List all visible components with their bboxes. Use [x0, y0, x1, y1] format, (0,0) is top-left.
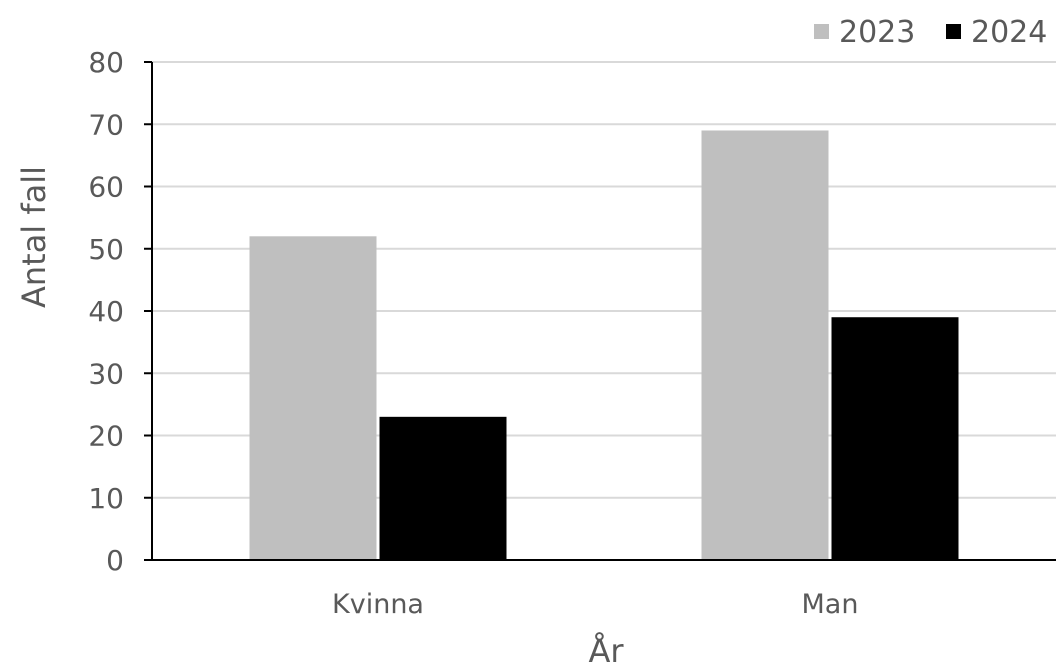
x-axis-title: År: [588, 632, 624, 667]
x-category-label: Man: [802, 589, 859, 620]
x-category-label: Kvinna: [332, 589, 424, 620]
bar-man-2024: [831, 317, 959, 560]
bar-man-2023: [701, 130, 829, 560]
legend-label-2024: 2024: [971, 15, 1047, 50]
y-tick-label: 20: [88, 420, 124, 453]
axes: [144, 61, 1056, 561]
y-tick-label: 80: [88, 46, 124, 79]
legend: 2023 2024: [814, 15, 1047, 50]
y-axis-title: Antal fall: [15, 166, 53, 308]
x-category-labels: Kvinna Man: [332, 589, 858, 620]
y-tick-label: 0: [106, 544, 124, 577]
legend-swatch-2023: [814, 24, 829, 39]
legend-label-2023: 2023: [839, 15, 915, 50]
y-tick-label: 40: [88, 295, 124, 328]
y-tick-label: 70: [88, 108, 124, 141]
bars: [249, 130, 959, 561]
y-tick-label: 10: [88, 482, 124, 515]
y-tick-labels: 0 10 20 30 40 50 60 70 80: [88, 46, 124, 577]
bar-kvinna-2024: [379, 416, 507, 560]
bar-kvinna-2023: [249, 236, 377, 561]
y-tick-label: 60: [88, 171, 124, 204]
y-tick-label: 50: [88, 233, 124, 266]
legend-swatch-2024: [946, 24, 961, 39]
y-tick-label: 30: [88, 357, 124, 390]
